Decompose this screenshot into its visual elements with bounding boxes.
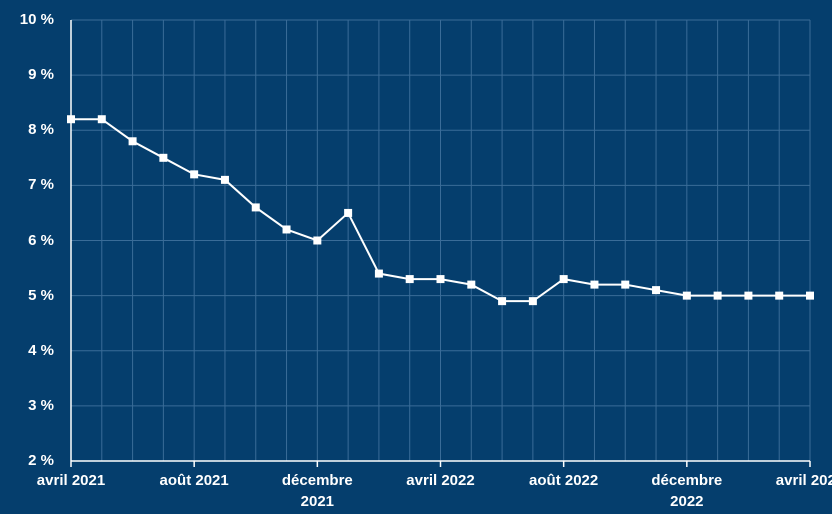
y-tick-label: 2 % <box>28 452 54 469</box>
point <box>282 225 291 234</box>
point <box>313 236 322 245</box>
point <box>806 291 814 300</box>
point <box>436 275 445 284</box>
point <box>775 291 784 300</box>
point <box>713 291 722 300</box>
point <box>652 286 661 295</box>
y-tick-label: 3 % <box>28 396 54 414</box>
point <box>220 175 229 184</box>
x-tick-label: août 2021 <box>159 472 229 489</box>
point <box>590 280 599 289</box>
x-tick-label: août 2022 <box>529 472 599 489</box>
y-tick-label: 4 % <box>28 341 54 359</box>
point <box>467 280 476 289</box>
point <box>559 275 568 284</box>
point <box>621 280 630 289</box>
point <box>744 291 753 300</box>
point <box>528 297 537 306</box>
point <box>682 291 691 300</box>
point <box>405 275 414 284</box>
y-tick-label: 7 % <box>28 176 54 194</box>
y-tick-label: 5 % <box>28 286 54 304</box>
y-tick-label: 6 % <box>28 231 54 249</box>
x-tick-label: avril 2021 <box>36 472 106 489</box>
point <box>159 153 168 162</box>
point <box>128 137 137 146</box>
x-tick-label: décembre 2021 <box>281 472 353 510</box>
point <box>498 297 507 306</box>
y-tick-label: 10 % <box>19 11 54 28</box>
point <box>97 115 106 124</box>
point <box>190 170 199 179</box>
x-tick-label: décembre 2022 <box>651 472 723 510</box>
y-tick-label: 9 % <box>28 66 54 84</box>
point <box>67 115 75 124</box>
x-tick-label: avril 2022 <box>406 472 475 489</box>
x-tick-label: avril 2023 <box>775 472 832 489</box>
point <box>374 269 383 278</box>
point <box>344 208 353 217</box>
y-tick-label: 8 % <box>28 121 54 139</box>
point <box>251 203 260 212</box>
